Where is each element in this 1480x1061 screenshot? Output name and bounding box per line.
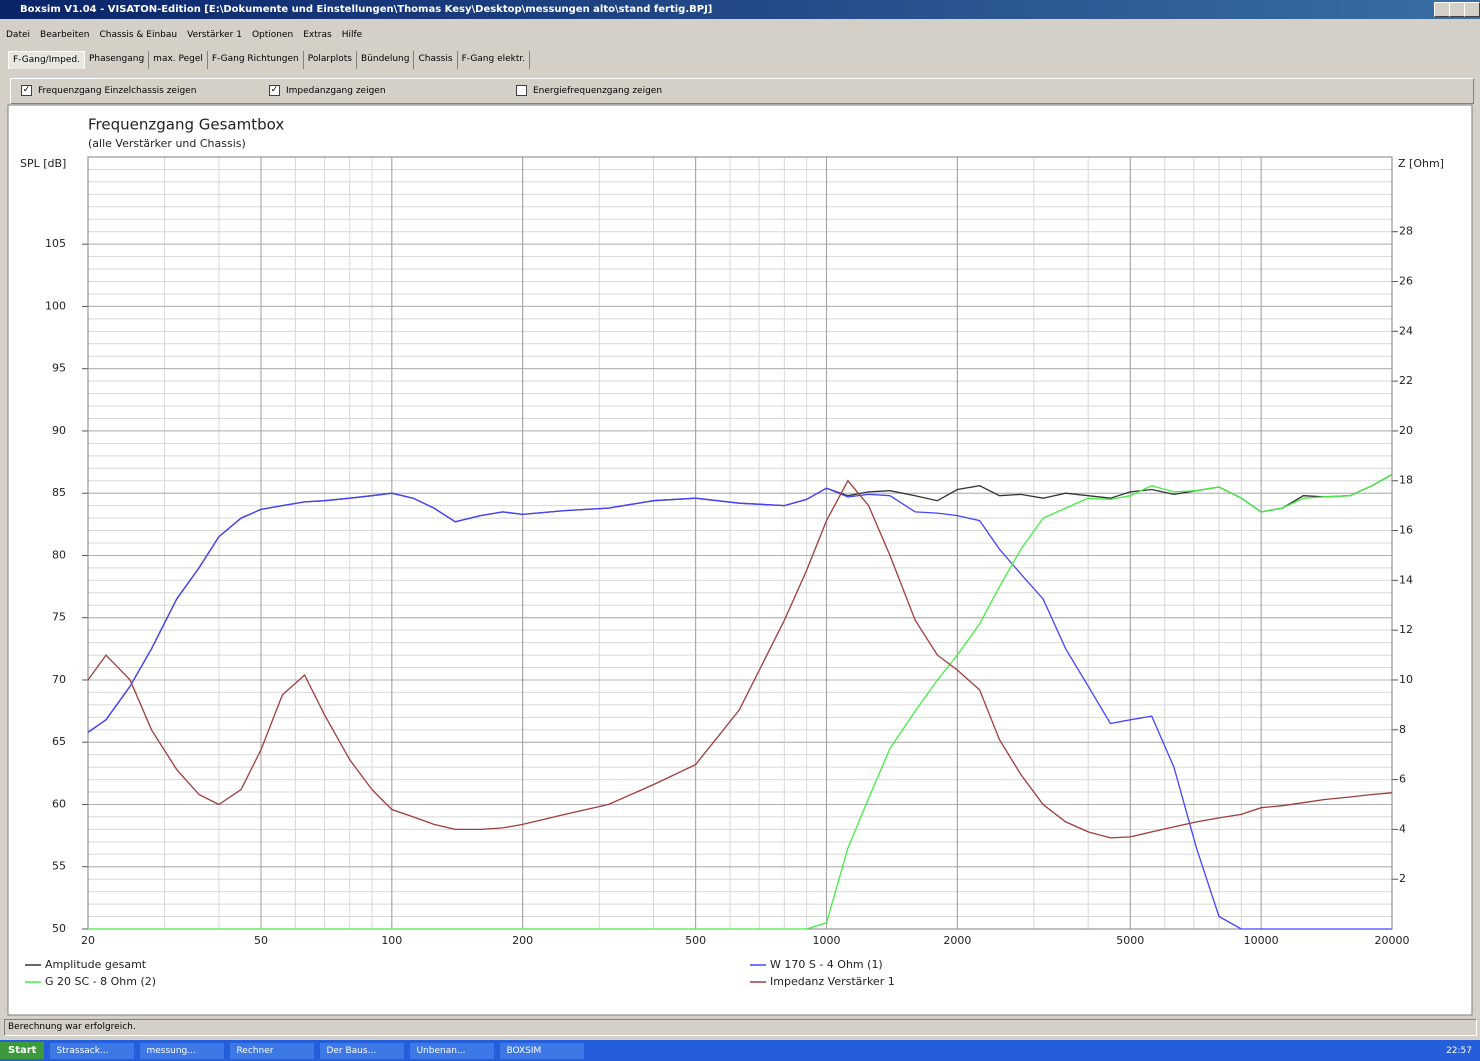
taskbar: Start 22:57 Strassack... messung... Rechne… (0, 1040, 1480, 1061)
taskbar-item[interactable]: Der Baus... (320, 1042, 405, 1059)
y-tick-label: 95 (52, 362, 66, 375)
menu-item[interactable]: Optionen (251, 30, 294, 40)
clock: 22:57 (1446, 1045, 1472, 1056)
taskbar-item[interactable]: BOXSIM (500, 1042, 585, 1059)
data-line (87, 487, 1392, 930)
x-tick-label: 50 (254, 934, 268, 947)
y2-tick-label: 16 (1399, 524, 1413, 537)
y2-axis-label: Z [Ohm] (1398, 157, 1444, 170)
y-tick-label: 90 (52, 424, 66, 437)
taskbar-item[interactable]: messung... (140, 1042, 225, 1059)
menu-bar: Datei Bearbeiten Chassis & Einbau Verstärke… (6, 30, 362, 40)
taskbar-item[interactable]: Unbenan... (410, 1042, 495, 1059)
option[interactable]: ✓ Frequenzgang Einzelchassis zeigen (21, 85, 196, 96)
menu-item[interactable]: Datei (6, 30, 31, 40)
legend-label: G 20 SC - 8 Ohm (2) (45, 975, 156, 988)
y-tick-label: 60 (52, 797, 66, 810)
tab[interactable]: Polarplots (303, 51, 358, 69)
y2-tick-label: 6 (1399, 773, 1406, 786)
x-tick-label: 200 (512, 934, 533, 947)
option-label: Energiefrequenzgang zeigen (533, 85, 663, 96)
x-tick-label: 500 (685, 934, 706, 947)
y2-tick-label: 2 (1399, 872, 1406, 885)
chart: Frequenzgang Gesamtbox (alle Verstärker … (7, 104, 1473, 1016)
x-tick-label: 2000 (943, 934, 971, 947)
tab[interactable]: Bündelung (357, 51, 415, 69)
x-tick-label: 5000 (1116, 934, 1144, 947)
menu-item[interactable]: Verstärker 1 (187, 30, 242, 40)
checkbox[interactable]: ✓ (269, 85, 280, 96)
start-button[interactable]: Start (0, 1042, 45, 1059)
y2-tick-label: 8 (1399, 723, 1406, 736)
y2-tick-label: 26 (1399, 275, 1413, 288)
option-label: Frequenzgang Einzelchassis zeigen (38, 85, 197, 96)
y-tick-label: 75 (52, 611, 66, 624)
y2-tick-label: 10 (1399, 673, 1413, 686)
menu-item[interactable]: Hilfe (341, 30, 363, 40)
legend-label: Amplitude gesamt (45, 958, 147, 971)
x-tick-label: 100 (381, 934, 402, 947)
y-tick-label: 105 (45, 237, 66, 250)
y2-tick-label: 20 (1399, 424, 1413, 437)
chart-background (7, 104, 1473, 1016)
tab[interactable]: F-Gang Richtungen (207, 51, 304, 69)
x-tick-label: 20000 (1375, 934, 1410, 947)
y-tick-label: 50 (52, 922, 66, 935)
tab[interactable]: max. Pegel (149, 51, 208, 69)
tab-bar: F-Gang/Imped. Phasengang max. Pegel F-Gang … (8, 51, 531, 69)
x-tick-label: 1000 (812, 934, 840, 947)
menu-item[interactable]: Extras (303, 30, 332, 40)
y2-tick-label: 18 (1399, 474, 1413, 487)
option[interactable]: Energiefrequenzgang zeigen (516, 85, 662, 96)
legend-label: Impedanz Verstärker 1 (770, 975, 895, 988)
y2-tick-label: 22 (1399, 374, 1413, 387)
window-title: Boxsim V1.04 - VISATON-Edition [E:\Dokum… (20, 4, 713, 15)
y2-tick-label: 28 (1399, 225, 1413, 238)
chart-subtitle: (alle Verstärker und Chassis) (88, 137, 246, 150)
y-axis-label: SPL [dB] (20, 157, 66, 170)
status-bar: Berechnung war erfolgreich. (4, 1019, 1477, 1036)
tab[interactable]: Chassis (414, 51, 458, 69)
tab[interactable]: F-Gang/Imped. (8, 51, 85, 69)
option-label: Impedanzgang zeigen (286, 85, 386, 96)
y-tick-label: 55 (52, 860, 66, 873)
y2-tick-label: 12 (1399, 623, 1413, 636)
tab[interactable]: F-Gang elektr. (457, 51, 531, 69)
menu-item[interactable]: Bearbeiten (40, 30, 90, 40)
legend-label: W 170 S - 4 Ohm (1) (770, 958, 883, 971)
data-line (88, 473, 1393, 930)
x-tick-label: 20 (81, 934, 95, 947)
option[interactable]: ✓ Impedanzgang zeigen (269, 85, 386, 96)
taskbar-item[interactable]: Strassack... (50, 1042, 135, 1059)
y2-tick-label: 4 (1399, 822, 1406, 835)
chart-title: Frequenzgang Gesamtbox (88, 116, 284, 134)
y2-tick-label: 24 (1399, 324, 1413, 337)
y-tick-label: 70 (52, 673, 66, 686)
status-text: Berechnung war erfolgreich. (8, 1022, 136, 1032)
y-tick-label: 100 (45, 299, 66, 312)
y-tick-label: 80 (52, 548, 66, 561)
y2-tick-label: 14 (1399, 573, 1413, 586)
y-tick-label: 85 (52, 486, 66, 499)
tab[interactable]: Phasengang (84, 51, 150, 69)
options-panel: ✓ Frequenzgang Einzelchassis zeigen ✓ Imped… (10, 78, 1474, 104)
checkbox[interactable]: ✓ (21, 85, 32, 96)
taskbar-item[interactable]: Rechner (230, 1042, 315, 1059)
checkbox[interactable] (516, 85, 527, 96)
x-tick-label: 10000 (1244, 934, 1279, 947)
y-tick-label: 65 (52, 735, 66, 748)
data-line (87, 479, 1393, 839)
menu-item[interactable]: Chassis & Einbau (99, 30, 178, 40)
